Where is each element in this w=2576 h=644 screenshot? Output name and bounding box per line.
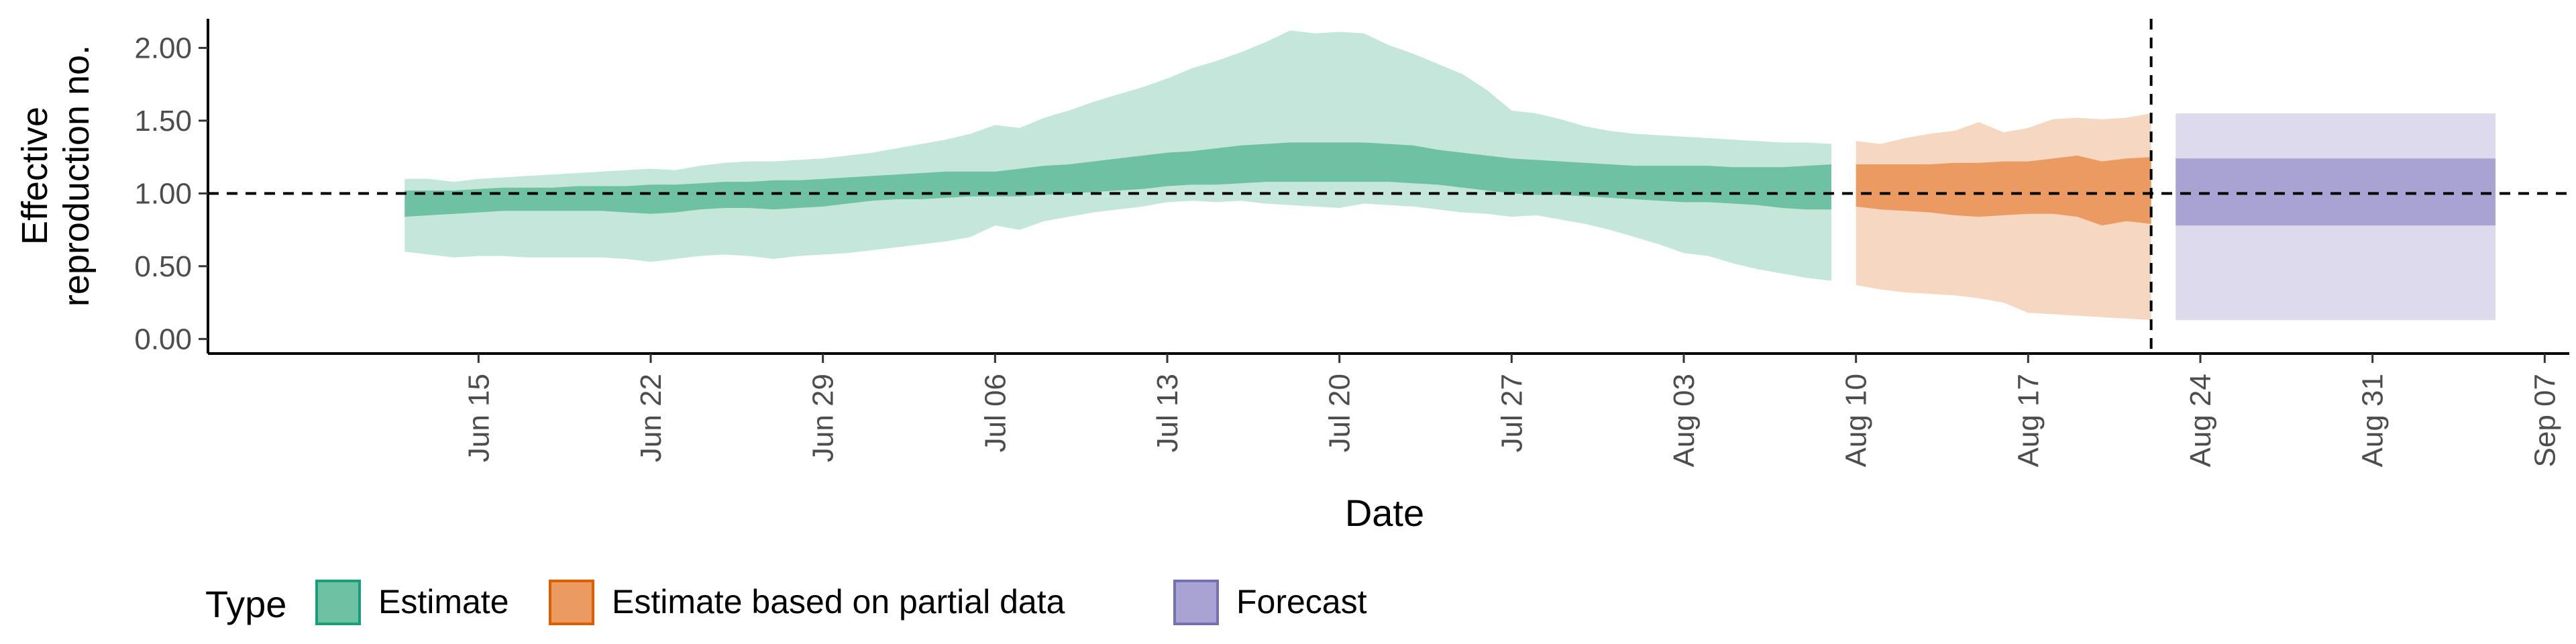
legend-label-forecast: Forecast <box>1236 583 1367 621</box>
x-tick-label: Jul 06 <box>979 374 1012 452</box>
legend-label-estimate: Estimate <box>378 583 509 621</box>
y-tick-label: 1.00 <box>134 177 192 210</box>
y-axis-title-line-1: Effective <box>15 107 55 245</box>
x-axis-title: Date <box>1345 492 1424 534</box>
axes: 0.00 0.50 1.00 1.50 2.00 Jun 15 Jun 22 Jun 29 Ju… <box>134 19 2569 467</box>
y-tick-label: 1.50 <box>134 105 192 138</box>
y-tick-label: 0.00 <box>134 323 192 356</box>
legend-key-forecast <box>1173 580 1219 625</box>
x-tick-label: Jun 15 <box>462 374 495 462</box>
y-tick-label: 0.50 <box>134 250 192 283</box>
band-50-estimate <box>405 142 1831 217</box>
x-tick-label: Sep 07 <box>2528 374 2561 467</box>
x-tick-label: Jul 20 <box>1324 374 1356 452</box>
legend-key-estimate-based-on-partial-data <box>549 580 594 625</box>
x-tick-label: Aug 24 <box>2184 374 2217 467</box>
x-tick-label: Aug 03 <box>1668 374 1701 467</box>
x-tick-label: Aug 17 <box>2012 374 2045 467</box>
legend-label-estimate-based-on-partial-data: Estimate based on partial data <box>612 583 1065 621</box>
legend-key-estimate <box>315 580 361 625</box>
band-50-estimate-based-on-partial-data <box>1856 155 2151 226</box>
y-tick-label: 2.00 <box>134 32 192 64</box>
x-tick-label: Jun 22 <box>635 374 667 462</box>
legend-title: Type <box>205 583 286 625</box>
band-50-forecast <box>2176 158 2496 226</box>
x-tick-label: Jul 13 <box>1151 374 1184 452</box>
x-tick-label: Jul 27 <box>1495 374 1528 452</box>
y-axis-title-line-2: reproduction no. <box>56 45 97 307</box>
legend: Type Estimate Estimate based on partial d… <box>205 580 1367 625</box>
band-90-estimate <box>405 30 1831 281</box>
x-tick-label: Jun 29 <box>807 374 840 462</box>
x-tick-label: Aug 31 <box>2357 374 2390 467</box>
y-axis-title: Effective reproduction no. <box>15 45 97 307</box>
band-layer <box>405 30 2496 321</box>
x-tick-label: Aug 10 <box>1840 374 1873 467</box>
